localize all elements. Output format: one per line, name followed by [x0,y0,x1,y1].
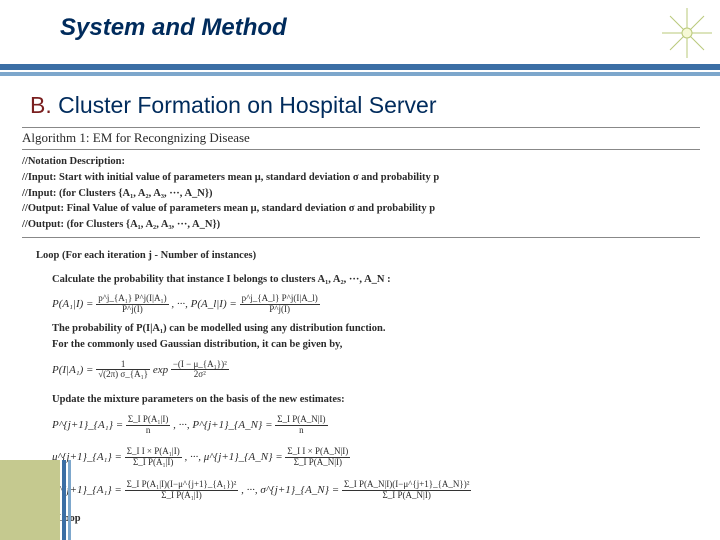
algo-line-3: //Input: (for Clusters {A₁, A₂, A₃, ···,… [22,188,213,199]
formula-2: P(I|A₁) = 1√(2π) σ_{A₁} exp −(I − μ_{A₁}… [22,354,700,387]
side-bar-light [68,460,71,540]
step-2a: The probability of P(I|A₁) can be modell… [52,323,385,334]
f3b-d1: Σ_I P(A₁|I) [125,458,182,468]
formula-3b: μ^{j+1}_{A₁} = Σ_I I × P(A₁|I)Σ_I P(A₁|I… [22,441,700,474]
f1-d1: P^j(I) [96,305,168,315]
formula-1: P(A₁|I) = p^j_{A₁} P^j(I|A₁)P^j(I) , ···… [22,288,700,321]
f3c-mid: , ···, σ^{j+1}_{A_N} = [241,484,339,496]
step-3: Update the mixture parameters on the bas… [52,394,345,405]
formula-3a: P^{j+1}_{A₁} = Σ_I P(A₁|I)n , ···, P^{j+… [22,409,700,442]
f1-mid: , ···, P(A_l|I) = [171,298,236,310]
header-divider [0,64,720,78]
algo-line-1: //Notation Description: [22,156,125,167]
f1-lhs1: P(A₁|I) = [52,298,93,310]
star-decoration-icon [660,6,714,60]
f3c-d1: Σ_I P(A₁|I) [125,491,239,501]
section-title: Cluster Formation on Hospital Server [58,92,436,118]
algo-line-4: //Output: Final Value of value of parame… [22,203,435,214]
f2-mid: exp [153,364,168,376]
algo-line-2: //Input: Start with initial value of par… [22,172,439,183]
f3a-n1: Σ_I P(A₁|I) [126,415,170,426]
section-heading: B. Cluster Formation on Hospital Server [0,78,720,127]
algo-line-5: //Output: (for Clusters {A₁, A₂, A₃, ···… [22,219,220,230]
algorithm-title: Algorithm 1: EM for Recongnizing Disease [22,127,700,150]
slide-title: System and Method [0,0,720,64]
algorithm-header-block: //Notation Description: //Input: Start w… [22,150,700,238]
formula-3c: σ^{j+1}_{A₁} = Σ_I P(A₁|I)(I−μ^{j+1}_{A₁… [22,474,700,507]
section-letter: B. [30,92,52,118]
f2-lhs: P(I|A₁) = [52,364,93,376]
title-text: System and Method [60,14,287,41]
divider-bar-light [0,72,720,76]
f3b-mid: , ···, μ^{j+1}_{A_N} = [184,451,282,463]
algorithm-box: Algorithm 1: EM for Recongnizing Disease… [22,127,700,531]
side-olive-block [0,460,60,540]
algorithm-body: Loop (For each iteration j - Number of i… [22,238,700,532]
f2-d1: √(2π) σ_{A₁} [96,370,150,380]
f3b-d2: Σ_I P(A_N|I) [285,458,350,468]
f3c-d2: Σ_I P(A_N|I) [342,491,471,501]
f1-d2: P^j(I) [240,305,320,315]
f2-d2: 2σ² [171,370,229,380]
step-2b: For the commonly used Gaussian distribut… [52,339,342,350]
side-bar-dark [62,460,66,540]
f3a-d2: n [275,426,327,436]
f3a-lhs1: P^{j+1}_{A₁} = [52,419,123,431]
step-1: Calculate the probability that instance … [52,274,391,285]
f3a-d1: n [126,426,170,436]
loop-start: Loop (For each iteration j - Number of i… [36,250,256,261]
divider-bar-dark [0,64,720,70]
f3a-n2: Σ_I P(A_N|I) [275,415,327,426]
f3a-mid: , ···, P^{j+1}_{A_N} = [173,419,272,431]
